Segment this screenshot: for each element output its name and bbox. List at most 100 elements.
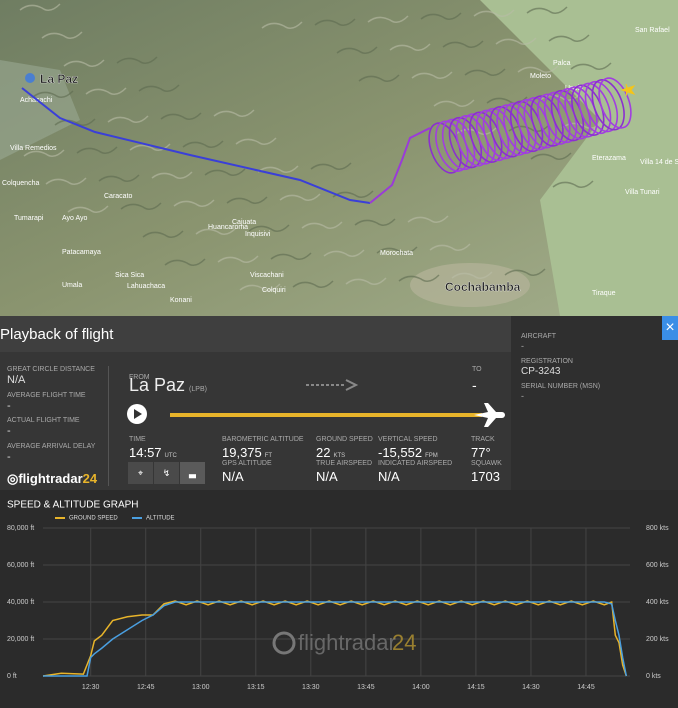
holding-loop: [577, 82, 612, 135]
progress-plane[interactable]: [474, 403, 505, 427]
place-label: Colquencha: [2, 180, 39, 187]
ridge: [76, 146, 118, 154]
place-label: Patacamaya: [62, 249, 101, 256]
ridge: [23, 149, 65, 157]
view-button[interactable]: ⌖: [128, 462, 153, 484]
ridge: [98, 174, 140, 182]
x-tick-label: 12:45: [137, 684, 155, 691]
holding-loop: [598, 77, 632, 129]
info-label: ACTUAL FLIGHT TIME: [7, 417, 80, 424]
series-line: [42, 600, 628, 677]
logo-text: flightradar: [18, 471, 83, 486]
holding-loop: [591, 79, 625, 131]
ridge: [257, 165, 299, 173]
route-arrow: [345, 379, 359, 391]
ridge: [517, 65, 559, 73]
ridge: [420, 12, 462, 20]
separator: [108, 366, 109, 486]
place-label: La Paz: [40, 72, 78, 86]
ridge: [526, 6, 568, 14]
place-label: Villa Tunari: [625, 189, 660, 196]
ridge: [407, 215, 449, 223]
aircraft-value: -: [521, 391, 524, 401]
ridge: [54, 118, 96, 126]
ridge: [345, 277, 387, 285]
place-label: Tiraque: [592, 290, 616, 297]
close-button[interactable]: ×: [662, 316, 678, 340]
place-label: Villa Remedios: [10, 145, 57, 152]
stat-value: 1703: [471, 469, 500, 484]
y2-tick-label: 600 kts: [646, 562, 669, 569]
x-tick-label: 14:00: [412, 684, 430, 691]
ridge: [217, 255, 259, 263]
watermark: flightradar: [298, 630, 396, 655]
ridge: [85, 87, 127, 95]
flight-path: [21, 87, 371, 204]
stat-unit: KTS: [333, 453, 346, 459]
place-label: Palca: [553, 60, 571, 67]
info-label: AVERAGE ARRIVAL DELAY: [7, 442, 96, 450]
stat-unit: FPM: [425, 453, 438, 459]
watermark-logo: [272, 631, 296, 655]
stat-label: GROUND SPEED: [316, 436, 373, 443]
stat-value: 22 KTS: [316, 445, 346, 460]
ridge: [323, 249, 365, 257]
aircraft-value: -: [521, 341, 524, 351]
ridge: [204, 168, 246, 176]
ridge: [226, 196, 268, 204]
place-label: Uncia: [565, 85, 583, 92]
info-value: -: [7, 425, 11, 437]
chart: SPEED & ALTITUDE GRAPH 0 ft 20,000 ft 40,0…: [7, 500, 669, 691]
ridge: [239, 283, 281, 291]
play-icon: [134, 409, 142, 419]
place-label: Konani: [170, 297, 192, 304]
ridge: [213, 109, 255, 117]
ridge: [442, 40, 484, 48]
stat-value: -15,552 FPM: [378, 445, 438, 460]
ridge: [151, 171, 193, 179]
ridge: [358, 74, 400, 82]
graph-button[interactable]: ▃: [180, 462, 205, 484]
aircraft-icon[interactable]: [620, 83, 636, 97]
from-code: (LPB): [189, 386, 207, 393]
from-label: FROM: [129, 374, 150, 381]
x-tick-label: 13:15: [247, 684, 265, 691]
place-label: Lahuachaca: [127, 283, 165, 290]
view-button[interactable]: ↯: [154, 462, 179, 484]
aircraft-label: SERIAL NUMBER (MSN): [521, 383, 601, 390]
ridge: [367, 15, 409, 23]
ridge: [120, 202, 162, 210]
stat-unit: UTC: [164, 453, 177, 459]
x-tick-label: 12:30: [82, 684, 100, 691]
ridge: [389, 43, 431, 51]
stat-label: BAROMETRIC ALTITUDE: [222, 436, 304, 443]
place-label: Villa 14 de Septiembre: [640, 159, 678, 166]
ridge: [310, 162, 352, 170]
ridge: [45, 177, 87, 185]
x-tick-label: 13:45: [357, 684, 375, 691]
y-tick-label: 0 ft: [7, 673, 17, 680]
place-label: Colquiri: [262, 287, 286, 294]
y-tick-label: 80,000 ft: [7, 525, 34, 532]
flight-path: [369, 127, 431, 204]
place-label: Ayo Ayo: [62, 215, 88, 222]
info-label: AVERAGE FLIGHT TIME: [7, 391, 86, 399]
place-label: Tumarapi: [14, 215, 44, 222]
ridge: [301, 221, 343, 229]
from-city: La Paz: [129, 375, 186, 395]
valley: [410, 263, 530, 307]
ridge: [570, 62, 612, 70]
stat-label: TRUE AIRSPEED: [316, 460, 373, 467]
ridge: [464, 68, 506, 76]
ridge: [495, 37, 537, 45]
watermark-suffix: 24: [392, 630, 416, 655]
ridge: [411, 71, 453, 79]
legend-label: GROUND SPEED: [69, 516, 118, 522]
aircraft-label: AIRCRAFT: [521, 333, 556, 340]
info-value: -: [7, 399, 11, 412]
panel-body: [0, 352, 511, 490]
origin-pin: [25, 73, 35, 83]
ridge: [548, 34, 590, 42]
holding-loop: [584, 80, 619, 133]
